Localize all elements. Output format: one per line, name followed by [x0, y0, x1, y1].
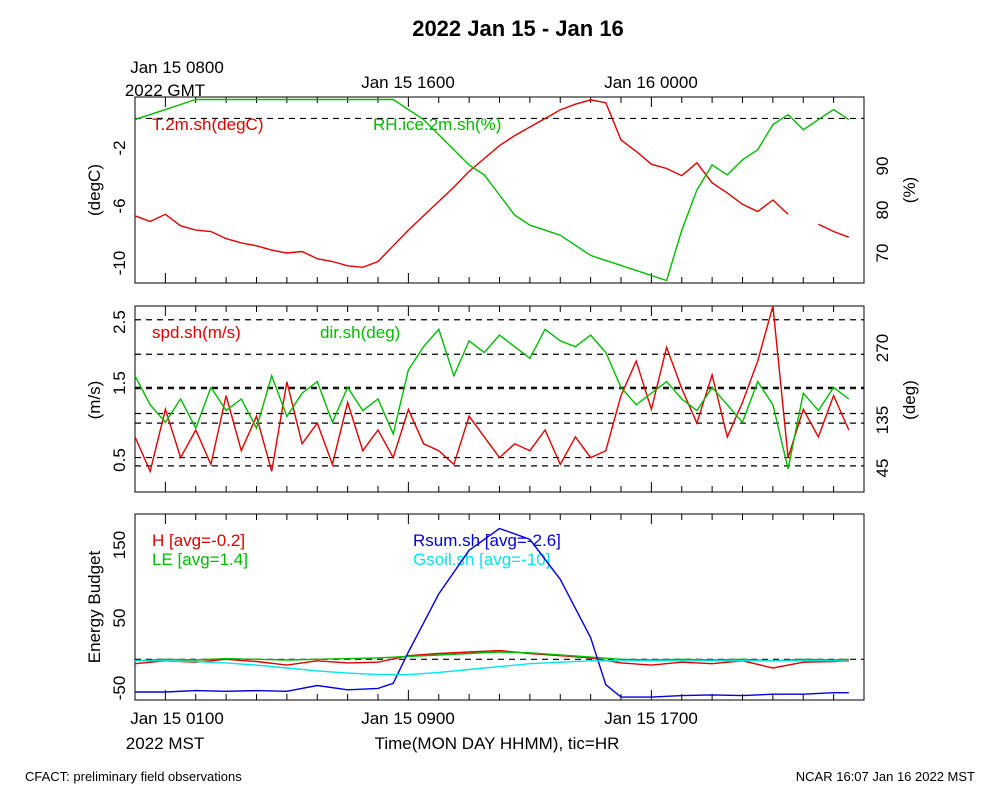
legend-humidity: RH.ice.2m.sh(%)	[373, 115, 501, 134]
panel3-ytick-left-3: -50	[110, 676, 129, 701]
panel1-ytick-right-2: 80	[873, 201, 892, 220]
panel3-ylabel-left: Energy Budget	[85, 550, 104, 663]
legend-temperature: T.2m.sh(degC)	[152, 115, 263, 134]
panel2-ytick-left-1: 2.5	[110, 310, 129, 334]
legend-le: LE [avg=1.4]	[152, 550, 248, 569]
chart-marks	[134, 97, 864, 700]
panel2-ytick-right-3: 45	[873, 459, 892, 478]
bottom-tick-label-3: Jan 15 1700	[604, 709, 698, 728]
panel2-ytick-right-2: 135	[873, 406, 892, 434]
panel1-ytick-right-3: 70	[873, 244, 892, 263]
series-line-p3-4	[135, 660, 849, 676]
series-line-p2-2	[134, 327, 850, 469]
panel1-ytick-left-2: -6	[110, 198, 129, 213]
panel1-ylabel-right: (%)	[900, 177, 919, 203]
bottom-tick-label-2: Jan 15 0900	[361, 709, 455, 728]
legend-gsoil: Gsoil.sh [avg=-10]	[413, 550, 551, 569]
footer-left: CFACT: preliminary field observations	[25, 769, 242, 784]
panel2-ylabel-right: (deg)	[900, 380, 919, 420]
bottom-tick-label-1: Jan 15 0100	[130, 709, 224, 728]
legend-h: H [avg=-0.2]	[152, 531, 245, 550]
footer-right: NCAR 16:07 Jan 16 2022 MST	[796, 769, 975, 784]
bottom-tz-label: 2022 MST	[126, 734, 204, 753]
panel2-ytick-left-2: 1.5	[110, 371, 129, 395]
chart-title: 2022 Jan 15 - Jan 16	[412, 16, 624, 41]
panel2-ylabel-left: (m/s)	[85, 381, 104, 420]
panel2-ytick-right-1: 270	[873, 334, 892, 362]
series-line-p3-3	[135, 527, 849, 698]
series-line-p1-1	[134, 99, 850, 269]
panel3-ytick-left-2: 50	[110, 609, 129, 628]
panel1-ytick-left-3: -10	[110, 251, 129, 276]
legend-rsum: Rsum.sh [avg=-2.6]	[413, 531, 561, 550]
top-tick-label-2: Jan 15 1600	[361, 73, 455, 92]
panel2-frame	[134, 305, 865, 493]
panel3-ytick-left-1: 150	[110, 531, 129, 559]
series-line-p3-2	[134, 651, 849, 662]
series-line-p1-2	[134, 98, 850, 282]
x-axis-label: Time(MON DAY HHMM), tic=HR	[375, 734, 620, 753]
top-tick-label-1: Jan 15 0800	[130, 58, 224, 77]
legend-speed: spd.sh(m/s)	[152, 323, 241, 342]
panel1-ytick-right-1: 90	[873, 157, 892, 176]
panel2-ytick-left-3: 0.5	[110, 448, 129, 472]
top-tz-label: 2022 GMT	[125, 81, 205, 100]
panel1-ylabel-left: (degC)	[85, 164, 104, 216]
legend-direction: dir.sh(deg)	[320, 323, 400, 342]
panel1-ytick-left-1: -2	[110, 140, 129, 155]
top-tick-label-3: Jan 16 0000	[604, 73, 698, 92]
